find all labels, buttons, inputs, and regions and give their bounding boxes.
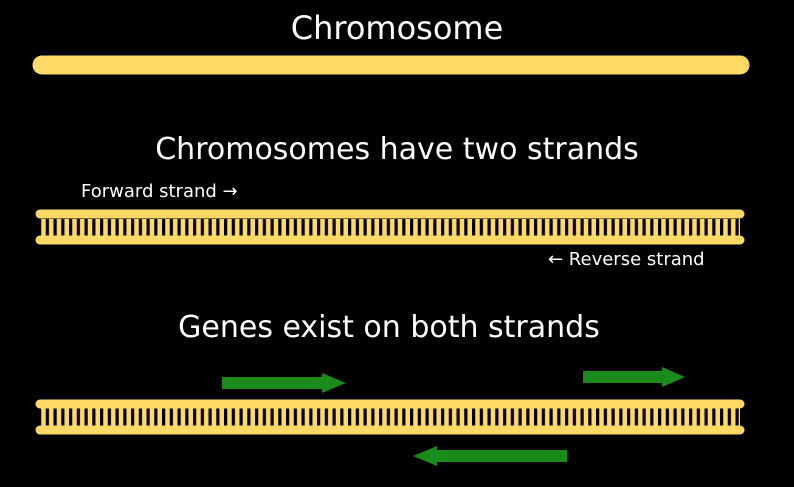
reverse-strand-label: ← Reverse strand — [548, 249, 705, 270]
gene-arrow-forward-1 — [222, 373, 346, 393]
forward-strand-label: Forward strand → — [81, 181, 238, 202]
gene-arrow-reverse — [413, 446, 567, 466]
genes-both-strands-title: Genes exist on both strands — [178, 310, 600, 345]
chromosome-title: Chromosome — [290, 9, 504, 47]
double-strand-2 — [35, 399, 745, 435]
gene-arrow-forward-2 — [583, 367, 685, 387]
double-strand-1 — [35, 209, 745, 245]
strand1-rungs — [40, 219, 740, 237]
strand2-rungs — [40, 408, 740, 426]
two-strands-title: Chromosomes have two strands — [155, 132, 639, 167]
